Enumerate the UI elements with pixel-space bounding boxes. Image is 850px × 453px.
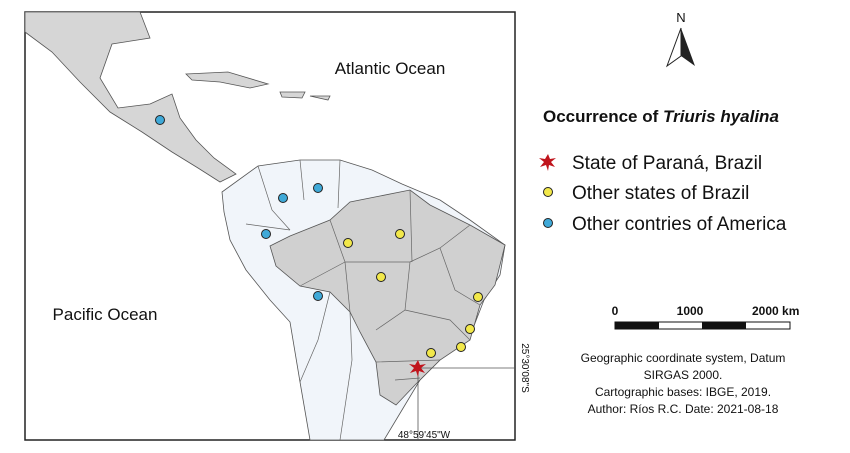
credit-line: Author: Ríos R.C. Date: 2021-08-18 xyxy=(588,402,779,416)
legend-item: Other contries of America xyxy=(572,214,787,235)
credit-line: Geographic coordinate system, Datum xyxy=(581,351,786,365)
caribbean xyxy=(185,71,331,101)
legend-symbol xyxy=(539,154,556,171)
legend-item: Other states of Brazil xyxy=(572,183,749,204)
scale-label: 0 xyxy=(612,304,619,318)
legend-title: Occurrence of Triuris hyalina xyxy=(543,107,779,126)
ocean-label: Atlantic Ocean xyxy=(335,59,446,78)
scale-bar: 0 1000 2000 km xyxy=(612,304,799,330)
north-arrow: N xyxy=(665,10,695,68)
credit-line: Cartographic bases: IBGE, 2019. xyxy=(595,385,771,399)
legend-symbol xyxy=(543,187,553,197)
ocean-label: Pacific Ocean xyxy=(53,305,158,324)
occurrence-points xyxy=(155,115,483,377)
scale-label: 2000 km xyxy=(752,304,799,318)
map-frame: Atlantic Ocean Pacific Ocean xyxy=(24,11,516,441)
north-label: N xyxy=(676,10,685,25)
legend-symbol xyxy=(543,218,553,228)
scale-label: 1000 xyxy=(677,304,704,318)
latitude-label: 25°30'08"S xyxy=(519,343,530,393)
longitude-label: 48°59'45"W xyxy=(398,430,451,441)
legend-species: Triuris hyalina xyxy=(663,107,779,126)
north-america xyxy=(24,11,237,183)
legend-item: State of Paraná, Brazil xyxy=(572,153,762,174)
brazil-states xyxy=(299,189,481,381)
credit-line: SIRGAS 2000. xyxy=(644,368,723,382)
legend-title-text: Occurrence of xyxy=(543,107,659,126)
